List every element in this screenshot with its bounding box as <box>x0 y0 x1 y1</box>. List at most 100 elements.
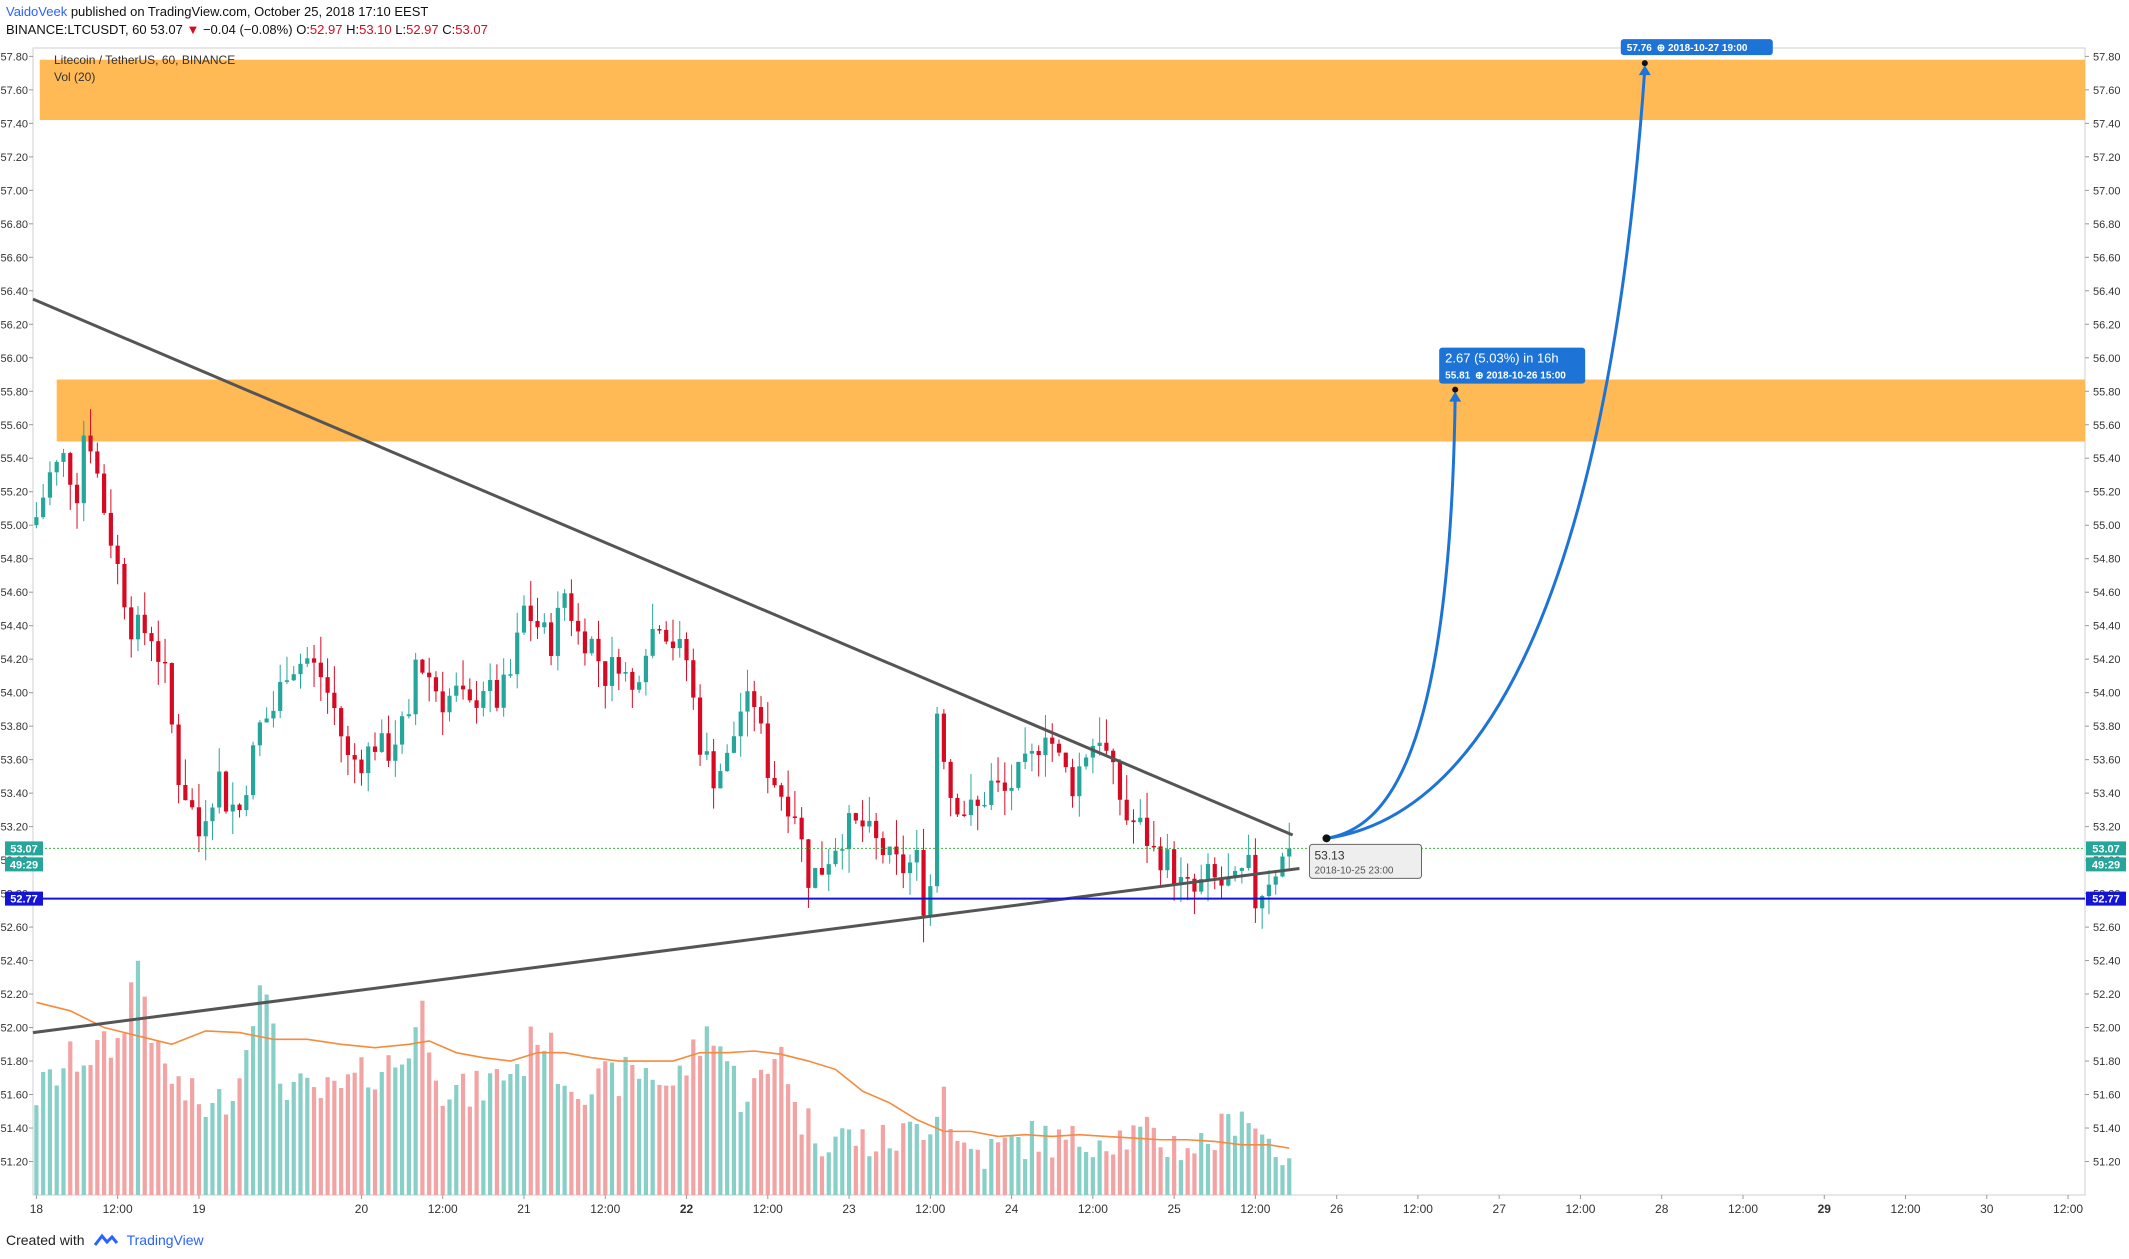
candle-body <box>210 807 215 822</box>
volume-bar <box>846 1129 852 1195</box>
y-tick-label-right: 52.00 <box>2093 1023 2121 1035</box>
x-tick-label: 29 <box>1818 1202 1832 1216</box>
volume-bar <box>1239 1111 1244 1195</box>
volume-bar <box>359 1057 364 1195</box>
volume-bar <box>271 1023 276 1195</box>
volume-bar <box>684 1075 689 1195</box>
volume-bar <box>427 1052 432 1195</box>
y-tick-label-right: 54.40 <box>2093 621 2121 633</box>
projection-1-date: ⊕ 2018-10-26 15:00 <box>1475 371 1566 382</box>
candle-body <box>860 820 865 827</box>
volume-bar <box>907 1121 913 1195</box>
volume-bar <box>630 1064 635 1195</box>
y-tick-label-left: 56.00 <box>0 353 28 365</box>
tradingview-link[interactable]: TradingView <box>126 1232 204 1248</box>
volume-bar <box>779 1046 784 1195</box>
candle-body <box>1158 846 1163 871</box>
candle-body <box>291 674 296 681</box>
candle-body <box>623 671 628 674</box>
countdown-badge-right <box>2086 857 2126 872</box>
candle-body <box>481 691 486 708</box>
candle-body <box>325 677 330 693</box>
candle-body <box>921 850 926 916</box>
candle-body <box>1205 864 1211 880</box>
volume-title: Vol (20) <box>54 70 95 84</box>
close-value: 53.07 <box>455 22 488 37</box>
volume-bar <box>596 1068 601 1195</box>
candle-body <box>664 629 669 642</box>
y-tick-label-right: 55.60 <box>2093 420 2121 432</box>
candle-body <box>1219 877 1224 886</box>
candle-body <box>589 638 594 654</box>
volume-bar <box>1253 1128 1258 1195</box>
volume-bar <box>95 1040 100 1195</box>
author-link[interactable]: VaidoVeek <box>6 4 68 19</box>
candle-body <box>41 497 46 518</box>
candle-body <box>1239 868 1244 871</box>
y-tick-label-right: 53.40 <box>2093 788 2121 800</box>
volume-bar <box>813 1143 818 1195</box>
volume-bar <box>169 1083 174 1195</box>
volume-bar <box>657 1084 662 1195</box>
candle-body <box>1212 864 1217 878</box>
volume-bar <box>142 996 147 1195</box>
series-title: Litecoin / TetherUS, 60, BINANCE <box>54 53 235 67</box>
volume-bar <box>643 1068 648 1195</box>
volume-bar <box>467 1106 472 1195</box>
volume-bar <box>257 985 262 1195</box>
y-tick-label-right: 57.40 <box>2093 118 2121 130</box>
candle-body <box>576 620 581 632</box>
volume-bar <box>88 1065 93 1195</box>
plot-frame <box>32 47 2086 1196</box>
x-tick-label: 12:00 <box>1565 1202 1595 1216</box>
y-tick-label-right: 53.60 <box>2093 755 2121 767</box>
x-tick-label: 22 <box>680 1202 694 1216</box>
candle-body <box>1009 787 1014 791</box>
candle-body <box>406 714 411 717</box>
y-tick-label-right: 54.20 <box>2093 654 2121 666</box>
volume-bar <box>1138 1126 1143 1195</box>
candle-body <box>454 685 459 696</box>
candle-body <box>650 629 655 656</box>
volume-bar <box>325 1077 330 1195</box>
volume-bar <box>1219 1113 1224 1195</box>
y-tick-label-left: 53.60 <box>0 755 28 767</box>
y-tick-label-right: 57.60 <box>2093 85 2121 97</box>
countdown-badge-left <box>5 857 43 872</box>
volume-bar <box>41 1071 46 1195</box>
candle-body <box>1246 854 1251 869</box>
low-label: L: <box>395 22 407 37</box>
candle-body <box>1131 820 1136 823</box>
volume-bar <box>230 1100 235 1195</box>
volume-bar <box>1056 1129 1062 1195</box>
volume-bar <box>1246 1123 1251 1195</box>
candle-body <box>745 691 750 712</box>
last-price-badge-left <box>5 841 43 856</box>
volume-bar <box>887 1148 892 1195</box>
candle-body <box>697 697 703 755</box>
y-tick-label-left: 55.60 <box>0 420 28 432</box>
candle-body <box>779 785 784 797</box>
volume-bar <box>1070 1125 1075 1195</box>
volume-bar <box>982 1168 987 1195</box>
volume-bar <box>102 1031 107 1195</box>
candle-body <box>637 682 642 690</box>
y-tick-label-right: 53.20 <box>2093 822 2121 834</box>
candle-body <box>833 850 838 865</box>
volume-bar <box>305 1077 310 1195</box>
candle-body <box>129 607 134 640</box>
x-tick-label: 20 <box>355 1202 369 1216</box>
candle-body <box>217 771 222 808</box>
created-with: Created with <box>6 1232 85 1248</box>
candle-body <box>528 605 533 621</box>
candle-body <box>907 862 913 874</box>
candle-body <box>955 797 960 815</box>
candle-body <box>278 681 283 711</box>
x-tick-label: 21 <box>517 1202 531 1216</box>
candle-body <box>1036 751 1041 756</box>
support-badge-right <box>2086 891 2126 906</box>
anchor-date: 2018-10-25 23:00 <box>1315 865 1394 876</box>
arrow-head-1 <box>1449 391 1462 402</box>
x-tick-label: 26 <box>1330 1202 1344 1216</box>
